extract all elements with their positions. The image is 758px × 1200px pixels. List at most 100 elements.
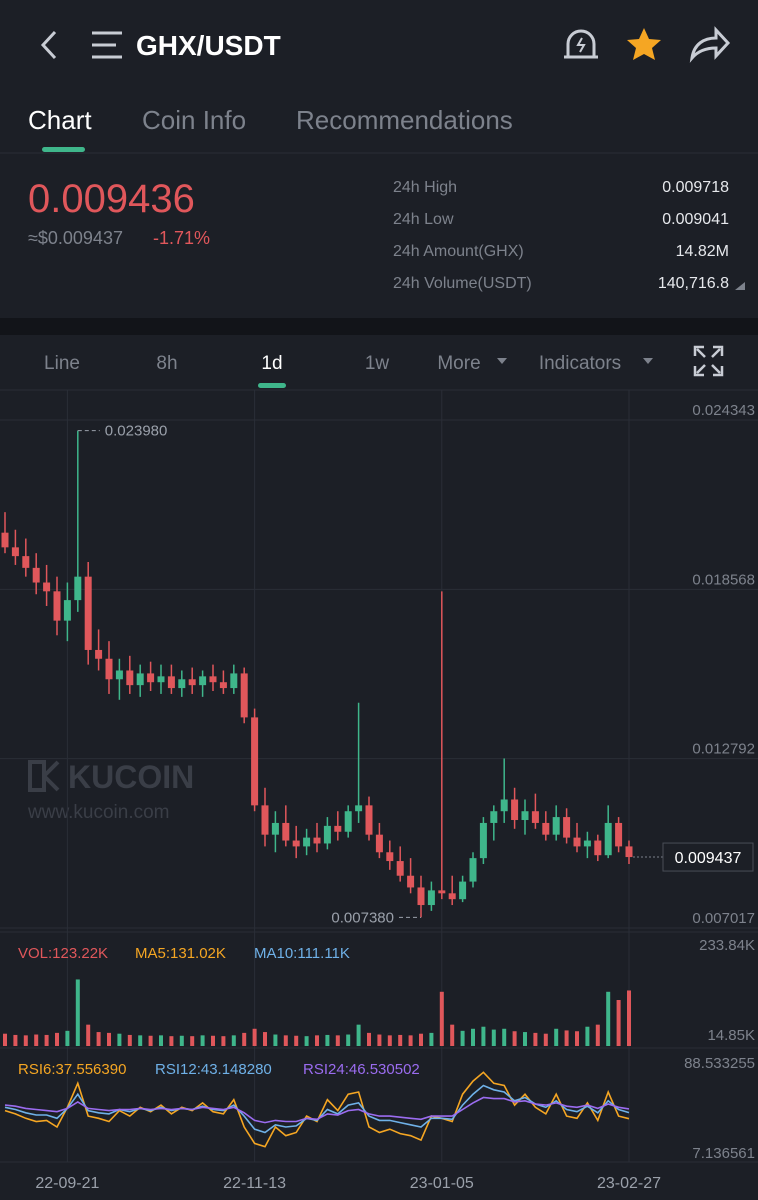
candle-body [11,547,19,557]
volume-bar [575,1031,579,1046]
timeframe-indicator [258,383,286,388]
candle-body [469,858,477,882]
timeframe-option[interactable]: 8h [156,353,177,374]
volume-bar [273,1034,278,1046]
menu-icon[interactable] [92,31,122,59]
candle-body [105,658,113,680]
usd-price: ≈$0.009437 [28,228,123,248]
tab[interactable]: Recommendations [296,105,513,135]
candle-body [323,825,331,844]
timeframe-option[interactable]: More [437,353,480,374]
volume-bar [13,1034,18,1046]
candle-body [563,817,571,838]
candle-body [74,576,82,601]
stats: 24h High 0.009718 24h Low 0.009041 24h Amoun… [393,179,729,292]
rsi-legend: RSI24:46.530502 [303,1061,420,1078]
volume-bar [169,1036,174,1046]
volume-bar [595,1024,600,1046]
volume-bar [523,1032,527,1046]
timeframe-option[interactable]: Line [44,353,80,374]
volume-bar [179,1035,184,1046]
stat-value: 0.009041 [662,211,729,228]
y-tick-label: 0.012792 [692,741,755,758]
volume-bar [377,1034,382,1046]
volume-bar [86,1024,91,1046]
volume-legend: VOL:123.22K [18,945,108,962]
candle-body [438,890,446,894]
volume-bar [294,1035,299,1046]
volume-bar [419,1033,423,1046]
candle-body [32,567,40,583]
candle-body [479,822,487,859]
volume-bar [408,1035,413,1046]
share-icon[interactable] [689,26,731,63]
candle-body [375,834,383,853]
section-gap [0,318,758,335]
volume-bar [367,1032,371,1046]
volume-bar [200,1035,205,1046]
candle-body [448,893,456,900]
stats-toggle[interactable] [735,282,745,290]
timeframe-option[interactable]: 1w [365,353,390,374]
volume-bar [107,1032,111,1046]
candle-body [303,837,311,847]
volume-bar [543,1033,548,1046]
volume-bar [325,1034,330,1046]
candle-body [334,825,342,832]
y-tick-label: 0.024343 [692,402,755,419]
volume-bar [65,1030,70,1046]
back-button[interactable] [40,30,57,60]
volume-bar [211,1035,215,1046]
candle-body [615,822,623,847]
x-tick-label: 23-01-05 [410,1175,474,1192]
rsi-tick-label: 88.533255 [684,1055,755,1072]
volume-bar [533,1032,538,1046]
candle-body [521,811,529,821]
candle-body [490,811,498,823]
watermark-url: www.kucoin.com [27,802,170,823]
last-price: 0.009436 [28,177,195,221]
rsi-line [4,1096,630,1124]
volume-bar [439,991,444,1046]
y-tick-label: 0.018568 [692,571,755,588]
timeframe-option[interactable]: 1d [261,353,282,374]
volume-bar [398,1034,403,1046]
tab[interactable]: Coin Info [142,105,246,135]
stat-label: 24h Volume(USDT) [393,275,532,292]
volume-bar [3,1033,7,1046]
volume-bar [606,991,611,1046]
candle-body [53,591,61,621]
alert-icon[interactable] [564,29,598,59]
volume-bar [190,1036,195,1046]
x-tick-label: 23-02-27 [597,1175,661,1192]
volume-bar [117,1033,122,1046]
candle-body [84,576,92,650]
volume-bar [512,1031,517,1046]
volume-bar [429,1032,434,1046]
candle-body [427,890,435,906]
candle-body [199,676,207,686]
candle-body [313,837,321,844]
volume-bar [585,1026,590,1046]
candle-body [604,822,612,856]
tab[interactable]: Chart [28,105,92,135]
candle-body [552,817,560,835]
rsi-line [4,1071,630,1148]
volume-bar [138,1035,143,1046]
volume-bar [471,1028,475,1046]
fullscreen-button[interactable] [693,345,724,377]
watermark-logo [28,760,60,792]
volume-bar [502,1028,507,1046]
volume-bar [346,1034,351,1046]
candle-body [271,822,279,835]
volume-bar [627,990,631,1046]
timeframe-option[interactable]: Indicators [539,353,621,374]
volume-bar [231,1035,236,1046]
candle-body [157,676,165,683]
favorite-star[interactable] [627,28,661,60]
volume-bar [491,1029,496,1046]
candle-body [531,811,539,823]
pair-title: GHX/USDT [136,30,281,61]
